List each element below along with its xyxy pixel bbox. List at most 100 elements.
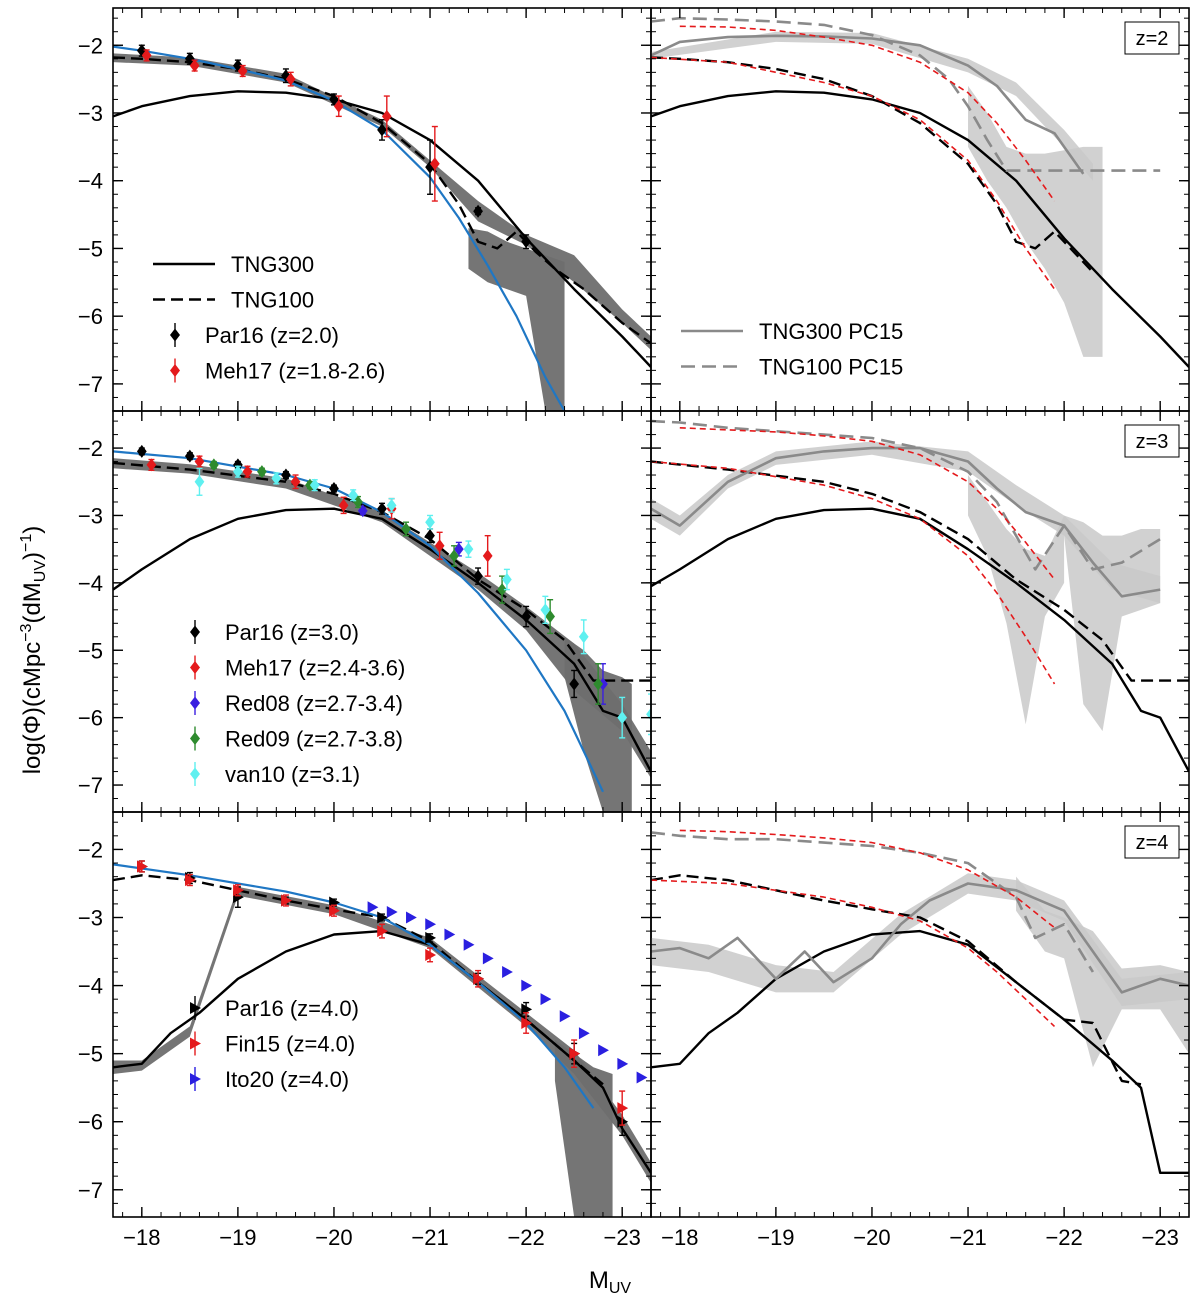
plot-area [113,444,651,812]
series-tng100-pc15 [651,831,1095,973]
x-tick-label: −19 [757,1225,794,1250]
legend-entry: Meh17 (z=2.4-3.6) [190,655,405,681]
legend-entry: Par16 (z=2.0) [170,323,339,348]
legend-entry: TNG300 [153,252,314,277]
data-point-diamond [377,123,387,137]
x-tick-label: −19 [219,1225,256,1250]
data-point-diamond [233,465,243,479]
panel-left-z3: −2 −3 −4 −5 −6 −7 Par16 (z=3.0) Meh17 (z=2.4-3.… [78,410,652,813]
series-fit-red-upper [679,25,1056,202]
x-tick-label: −18 [661,1225,698,1250]
data-point-triangle [598,1044,609,1057]
data-point-triangle [329,904,340,917]
data-point-diamond [381,109,392,123]
data-point-diamond [425,515,435,529]
x-tick-label: −22 [1045,1225,1082,1250]
legend-entry: TNG100 [153,288,314,313]
data-point-triangle [578,1027,590,1040]
panel-frame [650,811,1190,1218]
data-point-diamond [285,72,296,86]
data-point-diamond [290,475,301,489]
data-point-triangle [473,972,485,985]
series-tng100 [113,56,651,345]
data-point-diamond [184,449,195,463]
band-PC15-band-a [968,475,1065,725]
x-tick-label: −21 [411,1225,448,1250]
y-tick-label: −5 [78,638,103,663]
x-tick-label: −20 [315,1225,352,1250]
data-point-triangle [463,938,475,951]
series-tng100-pc15 [651,16,1161,172]
legend-label: TNG100 [231,288,314,313]
data-point-diamond [309,478,320,492]
y-tick-label: −3 [78,906,103,931]
x-tick-label: −18 [123,1225,160,1250]
series-tng300 [651,929,1189,1174]
legend-marker-diamond [170,364,180,377]
y-tick-label: −6 [78,706,103,731]
data-point-triangle [502,965,513,978]
legend-marker-triangle [190,1002,201,1014]
data-point-triangle [617,1102,629,1115]
data-point-diamond [189,59,200,73]
y-tick-label: −6 [78,1110,103,1135]
data-point-diamond [434,539,445,553]
data-point-diamond [593,677,604,691]
x-tick-label: −21 [949,1225,986,1250]
legend-label: Par16 (z=2.0) [205,323,339,348]
x-tick-label: −23 [604,1225,641,1250]
data-point-diamond [136,444,147,458]
data-point-triangle [233,884,244,897]
legend-marker-diamond [170,328,180,342]
data-point-diamond [449,549,459,563]
data-point-triangle [482,952,494,965]
data-point-triangle [617,1057,629,1070]
legend-entry: Ito20 (z=4.0) [190,1067,349,1092]
data-point-diamond [425,529,435,543]
plot-area [651,419,1189,773]
data-point-triangle [521,979,533,992]
legend-marker-triangle [190,1037,201,1050]
data-point-diamond [353,495,363,509]
y-tick-label: −2 [78,837,103,862]
data-point-diamond [194,455,205,469]
legend-marker-triangle [190,1073,201,1085]
x-tick-label: −22 [507,1225,544,1250]
x-tick-label: −23 [1142,1225,1179,1250]
y-tick-label: −5 [78,236,103,261]
series-tng300 [113,90,651,368]
panel-right-z3: z=3 [650,410,1190,813]
series-tng100 [113,874,604,1086]
plot-area [113,44,651,411]
legend-entry: Red09 (z=2.7-3.8) [190,726,403,752]
legend-label: TNG300 PC15 [759,319,903,344]
data-point-diamond [540,603,551,617]
data-point-diamond [348,488,359,502]
series-tng300 [651,507,1189,773]
data-point-diamond [401,522,411,536]
data-point-diamond [569,677,580,691]
redshift-label: z=3 [1136,431,1169,453]
data-point-triangle [521,1017,533,1030]
legend-label: TNG300 [231,252,314,277]
y-tick-label: −3 [78,101,103,126]
data-point-diamond [497,583,507,597]
data-point-triangle [377,911,388,924]
data-point-triangle [377,925,388,938]
legend-label: Red08 (z=2.7-3.4) [225,691,403,716]
panel-left-z2: −2 −3 −4 −5 −6 −7 TNG300 TNG100 Par16 (z=2.0) Meh… [78,7,652,412]
data-point-diamond [184,52,195,66]
band-PC15-thin [651,31,1093,181]
data-point-diamond [233,458,243,472]
data-point-diamond [146,458,157,472]
data-point-triangle [559,1010,571,1023]
y-tick-label: −4 [78,169,103,194]
data-point-diamond [281,468,291,482]
data-point-triangle [406,911,417,924]
legend-marker-diamond [190,625,200,639]
plot-area [651,829,1189,1174]
y-tick-label: −5 [78,1042,103,1067]
data-point-diamond [429,157,440,171]
data-point-triangle [137,860,148,873]
legend-entry: Meh17 (z=1.8-2.6) [170,358,385,384]
